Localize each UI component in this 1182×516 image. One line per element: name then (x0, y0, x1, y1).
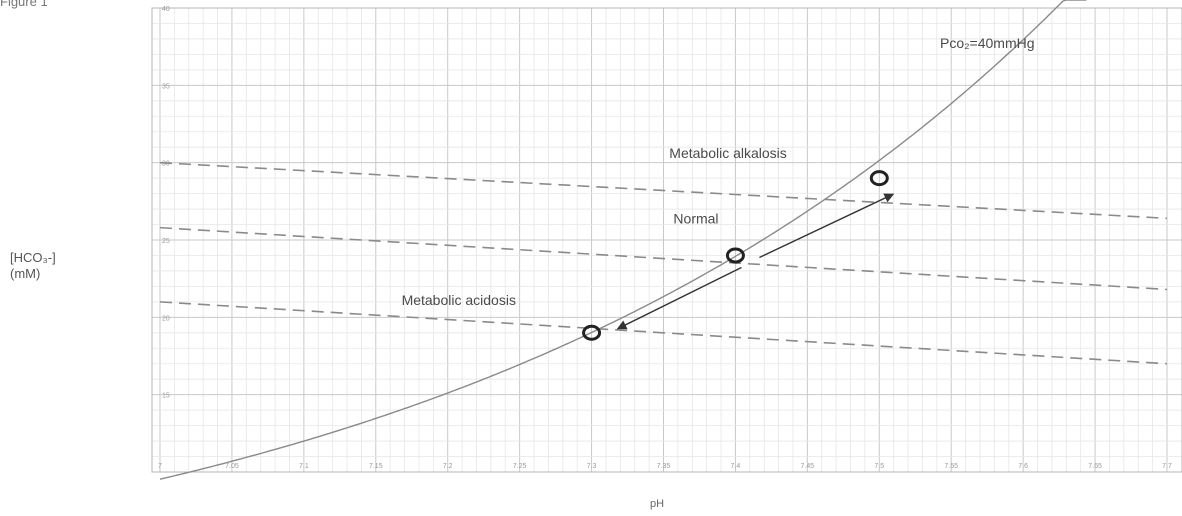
x-tick-label: 7.1 (299, 463, 309, 470)
series-lines: Pco₂=40mmHg (159, 0, 1168, 480)
y-tick-label: 35 (162, 83, 170, 90)
grid (152, 7, 1182, 473)
x-tick-label: 7.65 (1088, 463, 1102, 470)
x-tick-label: 7.2 (443, 463, 453, 470)
buffer-line (159, 161, 1168, 220)
x-axis-label: pH (650, 498, 665, 510)
alkalosis-arrow (759, 193, 895, 259)
data-points (582, 170, 889, 341)
x-tick-label: 7.4 (731, 463, 741, 470)
y-tick-label: 30 (162, 161, 170, 168)
transition-arrows (616, 193, 895, 330)
acidosis-arrow (616, 266, 742, 330)
buffer-line (159, 301, 1168, 365)
y-tick-label: 15 (162, 393, 170, 400)
y-axis-label: [HCO₃-] (mM) (10, 250, 56, 282)
buffer-line (159, 226, 1168, 291)
point-label: Metabolic alkalosis (669, 145, 787, 161)
y-axis-label-line-2: (mM) (10, 266, 41, 281)
x-tick-label: 7.15 (369, 463, 383, 470)
x-tick-label: 7.3 (587, 463, 597, 470)
x-tick-label: 7.05 (225, 463, 239, 470)
x-tick-label: 7.5 (874, 463, 884, 470)
point-label: Metabolic acidosis (402, 292, 516, 308)
pco2-isobar-curve (159, 0, 1087, 480)
data-point (869, 170, 889, 187)
y-axis-label-line-1: [HCO₃-] (10, 250, 56, 265)
data-point (582, 324, 602, 341)
x-tick-label: 7.45 (801, 463, 815, 470)
data-point (725, 247, 745, 264)
x-tick-label: 7.25 (513, 463, 527, 470)
tick-labels: 7 7.05 7.1 7.15 7.2 7.25 7.3 7.35 7.4 7.45 7.5 7.55… (158, 6, 1172, 470)
x-tick-label: 7.7 (1162, 463, 1172, 470)
x-tick-label: 7.55 (944, 463, 958, 470)
x-tick-label: 7.35 (657, 463, 671, 470)
figure-label: Figure 1 (0, 0, 48, 9)
point-label: Normal (673, 210, 718, 226)
y-tick-label: 25 (162, 238, 170, 245)
plot-frame (151, 7, 1182, 473)
x-tick-label: 7 (158, 463, 162, 470)
annotations: Metabolic alkalosis Normal Metabolic acido… (402, 145, 787, 308)
y-tick-label: 20 (162, 315, 170, 322)
y-tick-label: 40 (162, 6, 170, 13)
x-tick-label: 7.6 (1018, 463, 1028, 470)
pco2-isobar-label: Pco₂=40mmHg (940, 35, 1035, 51)
